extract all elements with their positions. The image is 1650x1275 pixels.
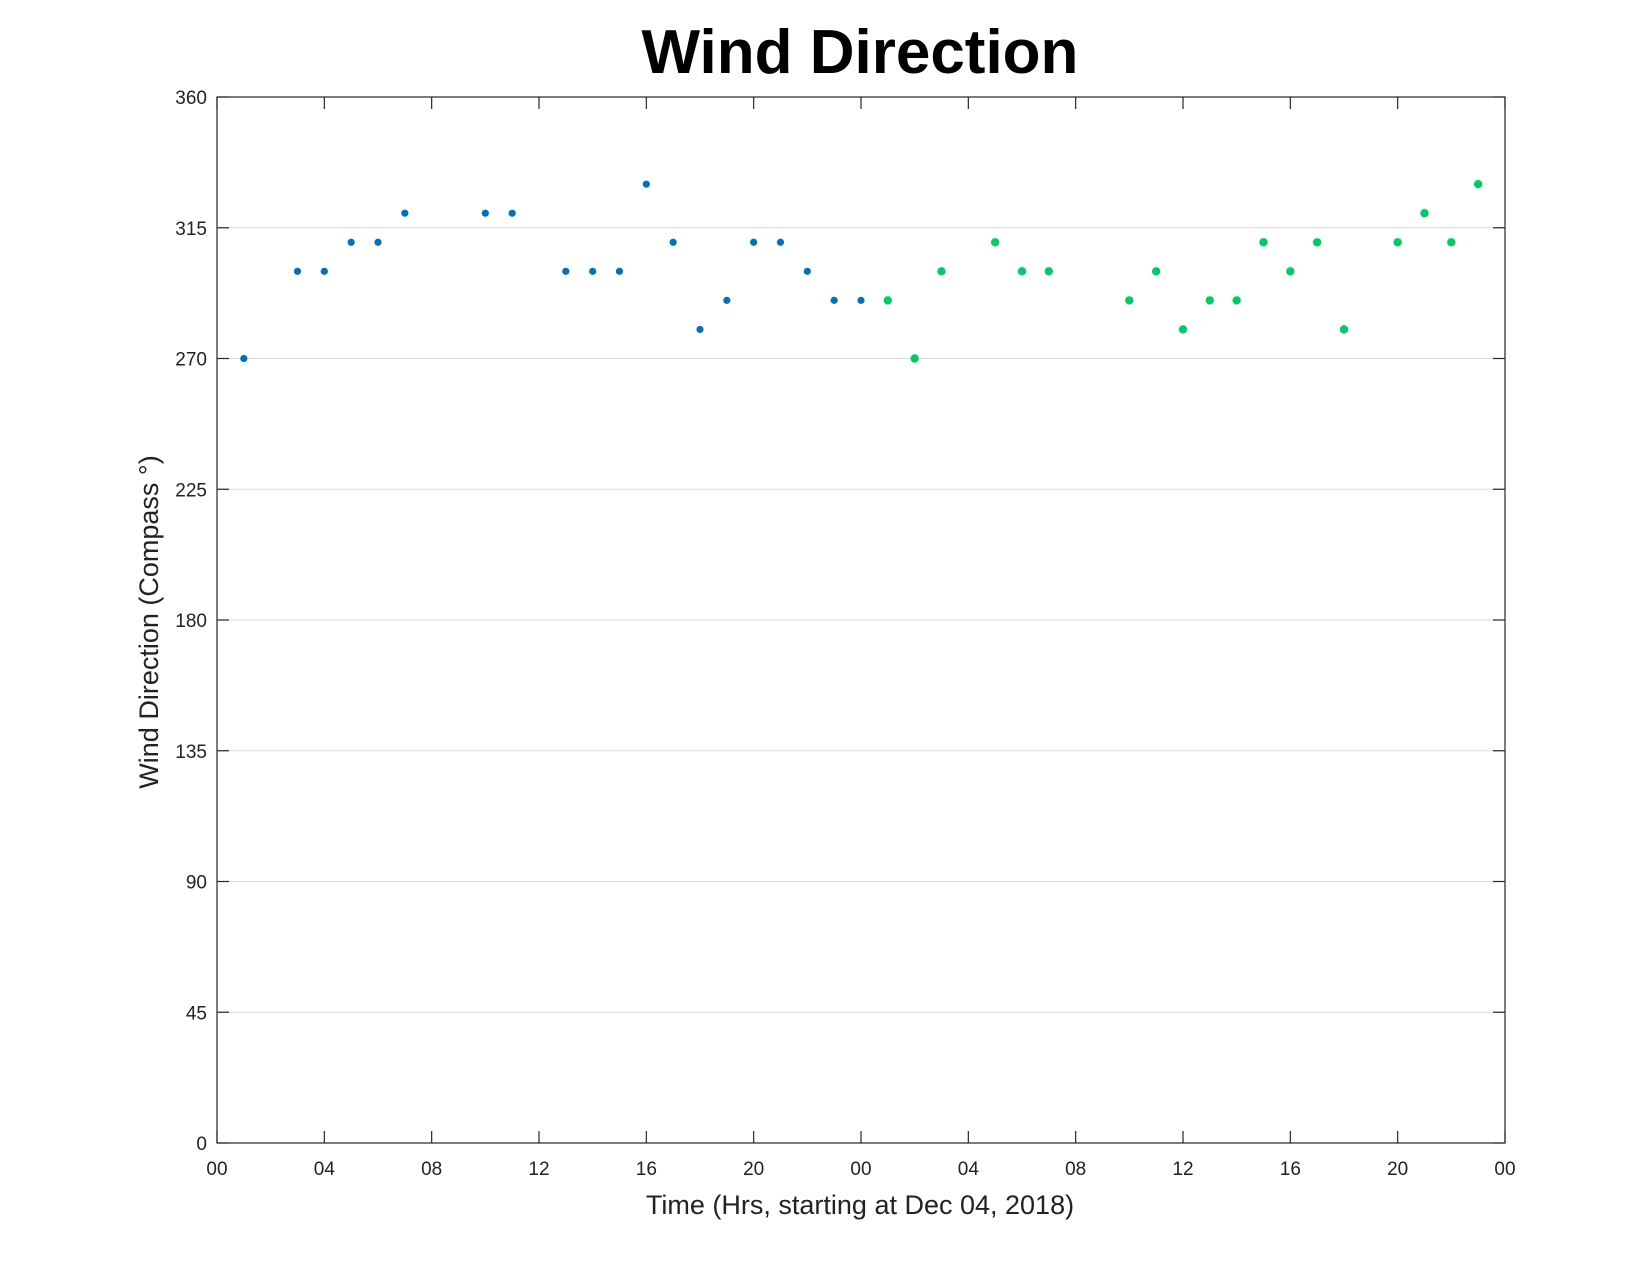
y-tick-label: 360 xyxy=(175,88,207,109)
data-point xyxy=(830,296,838,304)
x-axis: 00 04 08 12 16 20 00 04 08 12 16 20 00 xyxy=(206,97,1516,1180)
data-point xyxy=(750,238,758,246)
data-point xyxy=(1017,267,1027,276)
data-point xyxy=(1393,238,1402,247)
data-points xyxy=(240,179,1483,363)
y-tick-label: 180 xyxy=(175,611,207,632)
data-point xyxy=(857,296,865,304)
data-point xyxy=(1232,296,1241,305)
data-point xyxy=(1473,179,1483,189)
data-point xyxy=(1178,325,1188,334)
data-point xyxy=(1044,267,1054,276)
data-point xyxy=(1125,296,1134,305)
data-point xyxy=(347,238,355,246)
data-point xyxy=(374,238,382,246)
data-point xyxy=(1151,267,1161,276)
data-point xyxy=(240,354,248,363)
data-point xyxy=(1205,296,1215,305)
data-point xyxy=(401,209,409,217)
chart-title: Wind Direction xyxy=(642,18,1079,87)
x-tick-label: 12 xyxy=(528,1159,549,1180)
data-point xyxy=(803,267,811,275)
series-1 xyxy=(240,180,865,363)
x-tick-label: 08 xyxy=(1065,1159,1086,1180)
y-tick-label: 45 xyxy=(186,1003,207,1024)
x-tick-label: 00 xyxy=(1494,1159,1515,1180)
data-point xyxy=(615,267,624,275)
data-point xyxy=(481,209,489,217)
data-point xyxy=(990,238,1000,247)
data-point xyxy=(669,238,677,246)
x-tick-label: 04 xyxy=(314,1159,336,1180)
x-tick-label: 16 xyxy=(636,1159,657,1180)
data-point xyxy=(589,267,597,275)
x-tick-label: 00 xyxy=(206,1159,227,1180)
data-point xyxy=(723,296,731,304)
plot-area: 0 45 90 135 180 225 270 315 360 00 04 08 12 16 20 00 04… xyxy=(175,88,1515,1180)
x-axis-label: Time (Hrs, starting at Dec 04, 2018) xyxy=(646,1190,1074,1220)
y-tick-label: 270 xyxy=(175,350,207,371)
data-point xyxy=(937,267,946,276)
data-point xyxy=(642,180,650,188)
data-point xyxy=(696,325,704,334)
x-tick-label: 20 xyxy=(1387,1159,1408,1180)
data-point xyxy=(883,296,893,305)
y-tick-label: 0 xyxy=(196,1134,207,1155)
y-tick-label: 135 xyxy=(175,742,207,763)
plot-border xyxy=(216,96,1506,1144)
x-tick-label: 00 xyxy=(850,1159,871,1180)
y-axis: 0 45 90 135 180 225 270 315 360 xyxy=(175,88,1505,1155)
y-tick-label: 90 xyxy=(186,873,207,894)
data-point xyxy=(1286,267,1295,276)
x-tick-label: 12 xyxy=(1172,1159,1193,1180)
y-tick-label: 225 xyxy=(175,480,207,501)
data-point xyxy=(508,209,516,217)
x-tick-label: 08 xyxy=(421,1159,442,1180)
data-point xyxy=(910,354,919,363)
x-tick-label: 04 xyxy=(958,1159,980,1180)
grid-lines xyxy=(217,227,1505,1013)
data-point xyxy=(562,267,570,275)
x-tick-label: 16 xyxy=(1280,1159,1301,1180)
data-point xyxy=(1420,209,1429,218)
data-point xyxy=(293,267,302,275)
data-point xyxy=(1312,238,1322,247)
data-point xyxy=(1339,325,1349,334)
y-axis-label: Wind Direction (Compass °) xyxy=(134,455,164,788)
data-point xyxy=(1259,238,1268,247)
data-point xyxy=(776,238,785,246)
data-point xyxy=(1447,238,1456,247)
series-2 xyxy=(883,179,1483,363)
data-point xyxy=(320,267,328,275)
y-tick-label: 315 xyxy=(175,219,207,240)
x-tick-label: 20 xyxy=(743,1159,764,1180)
